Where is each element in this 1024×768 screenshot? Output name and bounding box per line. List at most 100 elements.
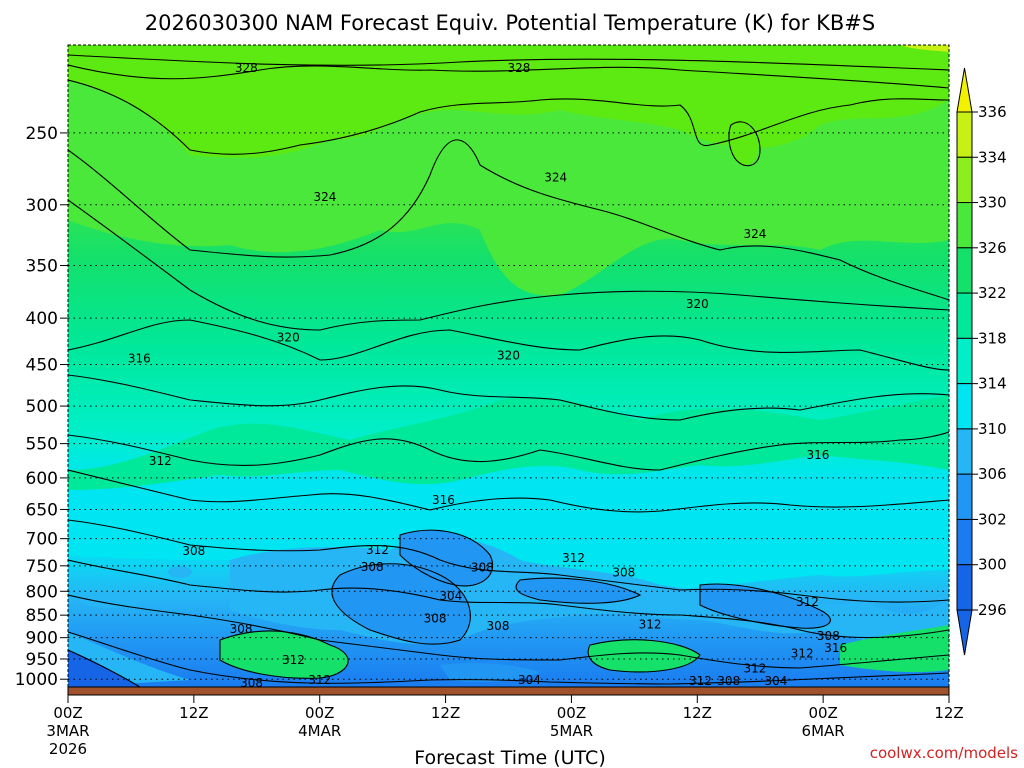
region-302-c [700, 584, 831, 629]
y-tick-label: 700 [26, 530, 58, 550]
chart-title: 2026030300 NAM Forecast Equiv. Potential… [145, 11, 875, 35]
y-tick-label: 500 [26, 397, 58, 417]
contour-line [68, 199, 949, 331]
y-tick-label: 650 [26, 500, 58, 520]
contour-line [68, 519, 949, 603]
contour-label: 308 [424, 611, 447, 625]
y-tick-label: 400 [26, 309, 58, 329]
x-tick-date: 6MAR [802, 722, 845, 740]
x-tick-date: 3MAR [46, 722, 89, 740]
contour-label: 304 [439, 589, 462, 603]
x-tick-year: 2026 [49, 740, 87, 758]
region-334 [900, 45, 949, 52]
colorbar-bottom-arrow [956, 609, 973, 656]
contour-line [68, 319, 949, 371]
colorbar-swatch [956, 292, 973, 339]
contour-line [68, 559, 949, 639]
colorbar-swatch [956, 202, 973, 249]
contour-label: 304 [764, 674, 787, 688]
contour-label: 312 [689, 674, 712, 688]
colorbar-label: 318 [978, 329, 1007, 347]
y-tick-label: 950 [26, 650, 58, 670]
colorbar-label: 326 [978, 239, 1007, 257]
y-tick-label: 450 [26, 356, 58, 376]
contour-line [68, 374, 949, 421]
colorbar-label: 334 [978, 148, 1007, 166]
contour-line [68, 139, 949, 301]
contour-label: 316 [432, 493, 455, 507]
contour-labels: 328 3283243243243203203203163163163123123… [128, 61, 847, 690]
x-tick-date: 4MAR [298, 722, 341, 740]
contour-line [331, 563, 471, 645]
contour-line [68, 79, 949, 155]
contour-label: 308 [471, 560, 494, 574]
region-302-low [440, 662, 540, 682]
ground-surface [67, 686, 950, 696]
region-302-a [331, 563, 471, 645]
region-314-low [220, 630, 349, 679]
contour-label: 312 [791, 647, 814, 661]
contour-label: 316 [128, 351, 151, 365]
pocket-308-b [80, 592, 140, 608]
x-tick-label: 00Z [53, 704, 82, 722]
contour-line [219, 630, 349, 679]
y-tick-label: 1000 [15, 670, 58, 690]
credit-link[interactable]: coolwx.com/models [870, 744, 1018, 762]
contour-label: 312 [744, 661, 767, 675]
contour-label: 312 [796, 595, 819, 609]
y-tick-label: 800 [26, 582, 58, 602]
colorbar-swatch [956, 428, 973, 475]
contour-line [68, 649, 141, 687]
contour-label: 324 [544, 171, 567, 185]
y-axis: 250 300 350 400 450 500 550 600 650 700 750 800 850 9… [15, 124, 68, 690]
contour-lines [68, 54, 949, 687]
x-tick-label: 12Z [179, 704, 208, 722]
contour-label: 308 [612, 566, 635, 580]
x-tick-label: 00Z [557, 704, 586, 722]
colorbar-swatch [956, 337, 973, 385]
colorbar-label: 314 [978, 375, 1007, 393]
contour-line [68, 64, 949, 89]
contour-label: 316 [806, 448, 829, 462]
pocket-326-dome [731, 125, 759, 165]
region-318-low [588, 639, 700, 672]
contour-label: 308 [230, 622, 253, 636]
colorbar-swatch [956, 247, 973, 294]
colorbar-swatch [956, 383, 973, 430]
y-tick-label: 300 [26, 196, 58, 216]
contour-label: 308 [817, 629, 840, 643]
pressure-gridlines [68, 132, 949, 680]
colorbar-top-arrow [956, 67, 973, 113]
contour-label: 320 [686, 297, 709, 311]
field-layer [68, 45, 949, 687]
colorbar-label: 296 [978, 601, 1007, 619]
contour-label: 312 [562, 551, 585, 565]
contour-line [515, 577, 642, 604]
colorbar-swatch [956, 473, 973, 520]
y-tick-label: 600 [26, 469, 58, 489]
colorbar-label: 330 [978, 194, 1007, 212]
plot-frame [67, 44, 950, 696]
contour-label: 308 [182, 544, 205, 558]
colorbar-label: 300 [978, 556, 1007, 574]
contour-label: 312 [308, 673, 331, 687]
contour-label: 316 [824, 641, 847, 655]
y-tick-label: 750 [26, 557, 58, 577]
x-tick-label: 00Z [808, 704, 837, 722]
contour-line [399, 529, 494, 587]
contour-line [699, 583, 831, 629]
contour-label: 312 [639, 617, 662, 631]
colorbar-label: 302 [978, 510, 1007, 528]
contour-line [728, 121, 761, 167]
contour-label: 308 [717, 674, 740, 688]
x-axis-title: Forecast Time (UTC) [414, 747, 605, 768]
contour-line [68, 631, 949, 685]
x-tick-date: 5MAR [550, 722, 593, 740]
contour-line [68, 469, 949, 513]
colorbar-label: 322 [978, 284, 1007, 302]
y-tick-label: 350 [26, 257, 58, 277]
pocket-308-a [168, 566, 192, 578]
contour-label: 304 [518, 673, 541, 687]
